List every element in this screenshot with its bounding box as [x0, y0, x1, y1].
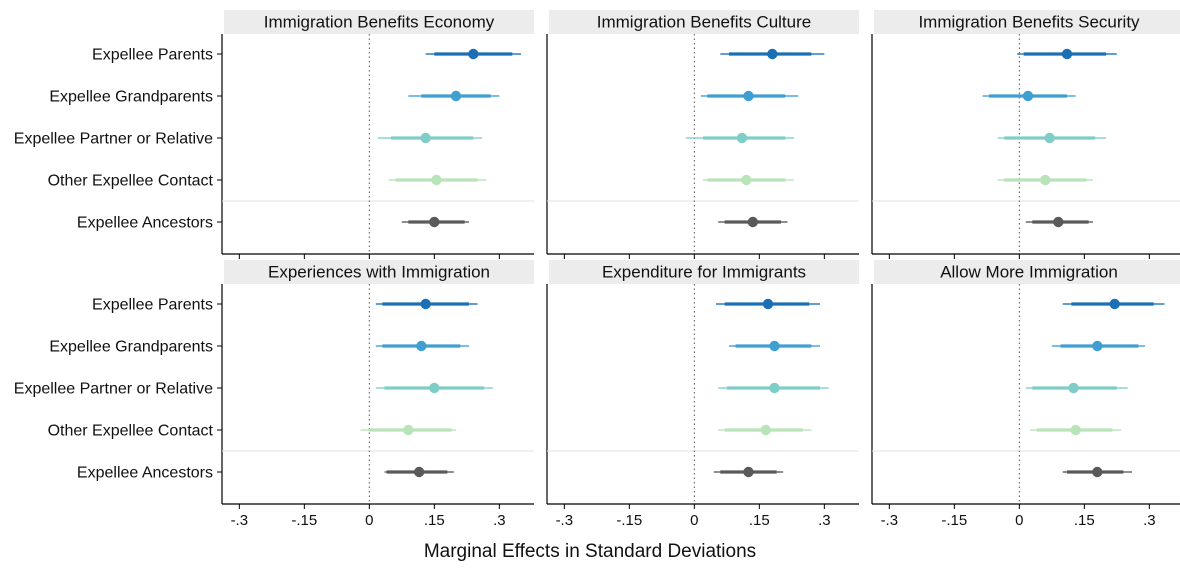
row-label: Expellee Partner or Relative	[14, 381, 213, 398]
point-estimate	[1044, 132, 1055, 144]
point-estimate	[1092, 466, 1103, 478]
panel-title: Immigration Benefits Culture	[597, 13, 811, 32]
x-tick-label: -.3	[881, 512, 899, 529]
panel: Allow More Immigration -.3 -.15 0 .15 .3	[871, 260, 1180, 529]
point-estimate	[1109, 298, 1120, 310]
row-label: Expellee Grandparents	[49, 339, 213, 356]
point-estimate	[747, 216, 759, 228]
x-tick-label: -.15	[291, 512, 317, 529]
panel-title: Expenditure for Immigrants	[602, 263, 806, 282]
row-label: Expellee Partner or Relative	[14, 131, 213, 148]
panel-title: Allow More Immigration	[940, 263, 1118, 282]
row-label: Expellee Parents	[92, 47, 213, 64]
point-estimate	[767, 48, 778, 60]
point-estimate	[416, 340, 427, 352]
row-label: Other Expellee Contact	[48, 423, 214, 440]
point-estimate	[743, 90, 754, 102]
x-tick-label: 0	[1015, 512, 1023, 529]
point-estimate	[1061, 48, 1073, 60]
panels: Immigration Benefits Economy -.3 -.15 0 .15.…	[14, 10, 1180, 529]
panel-strip	[549, 260, 859, 284]
point-estimate	[468, 48, 479, 60]
panel: Immigration Benefits Security-.3-.150.15…	[871, 10, 1180, 279]
panel-title: Immigration Benefits Economy	[264, 13, 495, 32]
point-estimate	[736, 132, 748, 144]
point-estimate	[1053, 216, 1064, 228]
point-estimate	[769, 340, 780, 352]
panel-title: Immigration Benefits Security	[918, 13, 1140, 32]
panel: Expenditure for Immigrants -.3 -.15 0 .15 .3	[546, 260, 859, 529]
panel: Immigration Benefits Economy-.3-.150.15.…	[14, 10, 534, 279]
panel: Immigration Benefits Culture-.3-.150.15.…	[546, 10, 859, 279]
x-tick-label: .3	[493, 512, 506, 529]
row-label: Expellee Ancestors	[77, 215, 213, 232]
x-tick-label: -.15	[616, 512, 642, 529]
point-estimate	[420, 132, 431, 144]
x-tick-label: 0	[365, 512, 373, 529]
panel-strip	[224, 10, 534, 34]
point-estimate	[1040, 174, 1051, 186]
x-tick-label: -.15	[941, 512, 967, 529]
x-tick-label: 0	[690, 512, 698, 529]
point-estimate	[420, 298, 431, 310]
point-estimate	[762, 298, 774, 310]
x-tick-label: -.3	[231, 512, 249, 529]
panel-strip	[549, 10, 859, 34]
x-axis-title: Marginal Effects in Standard Deviations	[424, 541, 756, 562]
panel-strip	[874, 10, 1180, 34]
point-estimate	[431, 174, 442, 186]
point-estimate	[769, 382, 780, 394]
point-estimate	[1022, 90, 1034, 102]
panel-strip	[224, 260, 534, 284]
point-estimate	[450, 90, 462, 102]
row-label: Expellee Grandparents	[49, 89, 213, 106]
point-estimate	[1068, 382, 1079, 394]
point-estimate	[1092, 340, 1103, 352]
panel-strip	[874, 260, 1180, 284]
x-tick-label: .3	[818, 512, 831, 529]
point-estimate	[429, 216, 440, 228]
point-estimate	[429, 382, 440, 394]
panel-title: Experiences with Immigration	[268, 263, 490, 282]
panel: Experiences with Immigration -.3 -.15 0 .15.…	[14, 260, 534, 529]
x-tick-label: .3	[1143, 512, 1156, 529]
point-estimate	[760, 424, 772, 436]
point-estimate	[403, 424, 414, 436]
point-estimate	[413, 466, 425, 478]
x-tick-label: .15	[749, 512, 770, 529]
point-estimate	[743, 466, 754, 478]
x-tick-label: .15	[1074, 512, 1095, 529]
point-estimate	[1070, 424, 1081, 436]
x-tick-label: -.3	[556, 512, 574, 529]
point-estimate	[741, 174, 752, 186]
x-tick-label: .15	[424, 512, 445, 529]
row-label: Expellee Parents	[92, 297, 213, 314]
row-label: Expellee Ancestors	[77, 465, 213, 482]
row-label: Other Expellee Contact	[48, 173, 214, 190]
